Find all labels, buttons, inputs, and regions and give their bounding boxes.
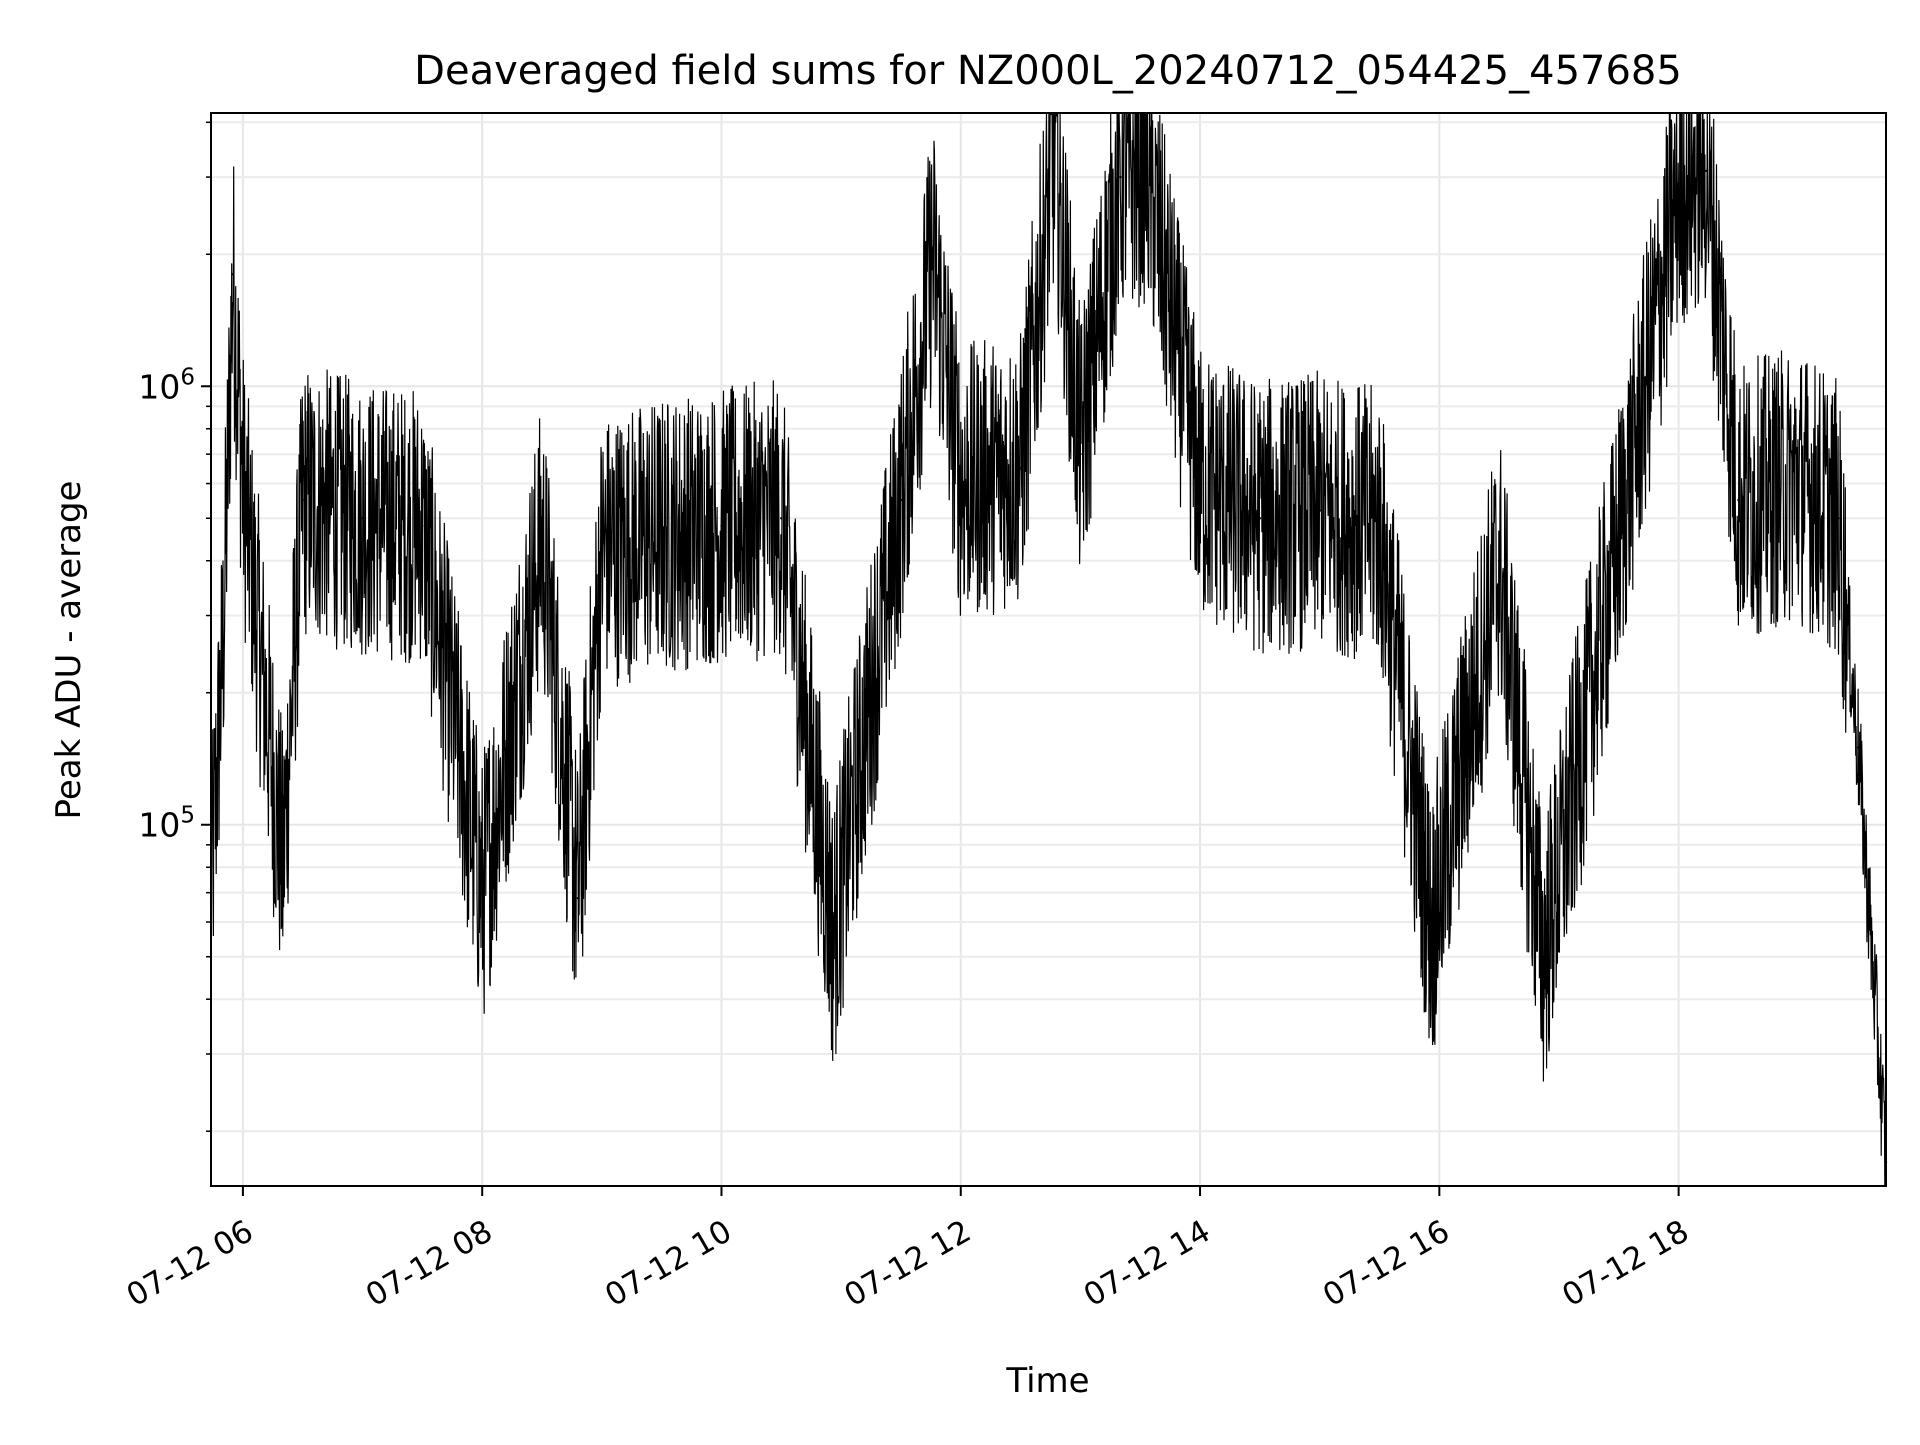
data-point bbox=[899, 498, 903, 502]
data-point bbox=[1677, 189, 1680, 192]
data-point bbox=[780, 517, 783, 520]
data-point bbox=[301, 498, 304, 502]
series-layer bbox=[209, 112, 1888, 1187]
y-tick-label: 106 bbox=[138, 364, 195, 406]
data-point bbox=[281, 866, 284, 869]
x-axis-label: Time bbox=[1005, 1361, 1089, 1401]
data-point bbox=[931, 253, 935, 256]
data-point bbox=[1541, 955, 1545, 958]
data-point bbox=[480, 891, 484, 894]
x-tick-label: 07-12 08 bbox=[360, 1213, 499, 1314]
data-point bbox=[720, 524, 723, 528]
data-point bbox=[1019, 467, 1022, 470]
data-point bbox=[221, 649, 225, 652]
chart-title: Deaveraged field sums for NZ000L_2024071… bbox=[414, 48, 1682, 94]
data-point bbox=[1836, 517, 1840, 520]
data-point bbox=[1617, 537, 1620, 540]
data-point bbox=[1705, 169, 1708, 173]
data-point bbox=[231, 273, 235, 276]
data-point bbox=[361, 517, 364, 520]
x-tick-label: 07-12 16 bbox=[1317, 1213, 1456, 1314]
y-tick-label: 105 bbox=[138, 803, 195, 845]
data-point bbox=[1053, 146, 1056, 149]
data-point bbox=[1497, 559, 1501, 562]
x-tick-label: 07-12 10 bbox=[599, 1213, 738, 1314]
x-tick-label: 07-12 12 bbox=[838, 1213, 977, 1314]
data-point bbox=[1145, 163, 1148, 166]
data-point bbox=[1378, 524, 1381, 528]
x-tick-label: 07-12 14 bbox=[1078, 1213, 1217, 1314]
data-point bbox=[421, 524, 424, 528]
x-tick-label: 07-12 06 bbox=[121, 1213, 260, 1314]
data-point bbox=[540, 537, 544, 540]
data-point bbox=[660, 532, 663, 536]
data-point bbox=[241, 482, 245, 485]
data-point bbox=[576, 896, 580, 900]
data-point bbox=[600, 550, 604, 553]
data-point bbox=[1318, 509, 1321, 512]
grid-layer bbox=[211, 113, 1886, 1186]
data-point bbox=[1198, 482, 1202, 485]
x-tick-label: 07-12 18 bbox=[1556, 1213, 1695, 1314]
data-point bbox=[1737, 498, 1740, 502]
data-point bbox=[1430, 927, 1433, 930]
data-point bbox=[1079, 452, 1082, 456]
data-point bbox=[831, 933, 835, 937]
data-point bbox=[1797, 482, 1800, 485]
data-point bbox=[1119, 175, 1122, 179]
plot-area-frame bbox=[210, 112, 1887, 1187]
data-point bbox=[1258, 517, 1262, 520]
data-point bbox=[959, 482, 962, 485]
y-axis-label: Peak ADU - average bbox=[49, 481, 89, 820]
series-line bbox=[210, 112, 1887, 1187]
data-point bbox=[1856, 746, 1860, 749]
